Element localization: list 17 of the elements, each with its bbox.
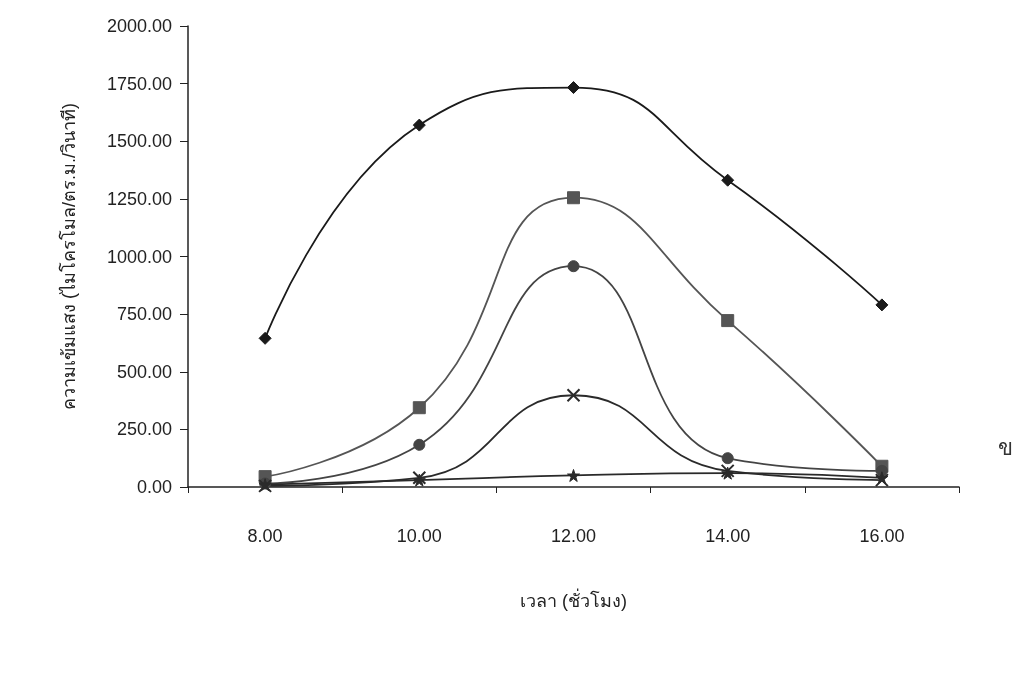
y-tick-label: 500.00 — [116, 361, 172, 382]
x-tick-label: 8.00 — [247, 526, 283, 546]
x-tick-label: 10.00 — [396, 526, 442, 546]
x-tick-label: 16.00 — [859, 526, 905, 546]
y-tick-label: 1750.00 — [106, 73, 172, 94]
y-axis-title: ความเข้มแสง (ไมโครโมล/ตร.ม./วินาที) — [58, 103, 79, 410]
text: ข — [998, 434, 1013, 460]
y-tick-label: 250.00 — [116, 419, 172, 440]
x-tick-label: 14.00 — [705, 526, 751, 546]
y-tick-label: 750.00 — [116, 304, 172, 325]
y-tick-label: 2000.00 — [106, 16, 172, 36]
x-axis-title: เวลา (ชั่วโมง) — [520, 588, 627, 611]
y-tick-label: 1250.00 — [106, 188, 172, 209]
y-tick-label: 1000.00 — [106, 246, 172, 267]
x-tick-label: 12.00 — [550, 526, 597, 546]
y-tick-label: 1500.00 — [106, 131, 172, 152]
y-tick-label: 0.00 — [136, 477, 172, 497]
